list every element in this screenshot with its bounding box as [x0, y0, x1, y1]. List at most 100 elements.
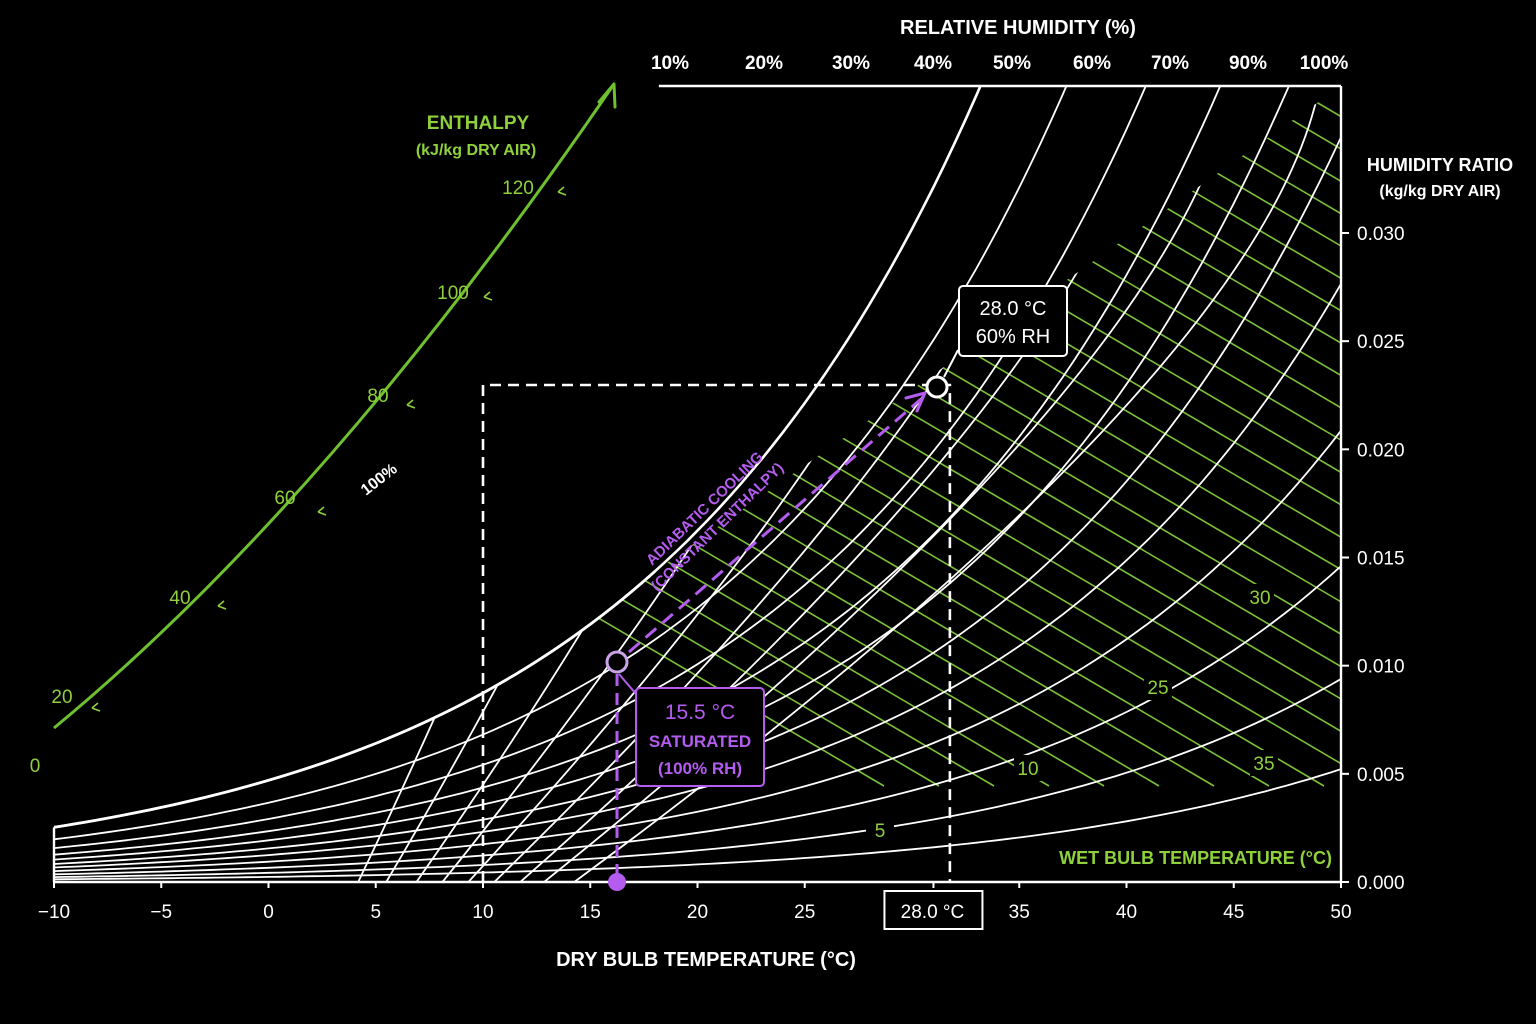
rh-curve-0 [54, 86, 982, 829]
rh-curve-9 [54, 677, 1341, 878]
x-tick-label: 15 [580, 902, 601, 923]
point-1-label-temp: 28.0 °C [980, 298, 1047, 320]
point-1-label-rh: 60% RH [976, 326, 1050, 348]
wet-bulb-label-bg [866, 817, 894, 843]
rh-top-curve [493, 86, 1235, 882]
rh-top-label: 70% [1151, 53, 1189, 74]
enthalpy-line-diag [408, 86, 1341, 787]
humidity-ratio-title: HUMIDITY RATIO [1367, 155, 1513, 175]
x-tick-label: −10 [38, 902, 70, 923]
x-tick-highlight-box [883, 890, 984, 930]
state-point-1-marker [925, 375, 949, 399]
rh-top-curve [473, 86, 1156, 882]
rh-curve-10 [54, 768, 1341, 881]
enthalpy-line-diag [1123, 86, 1341, 787]
point-2-label-box: 15.5 °C SATURATED (100% RH) [635, 687, 765, 787]
rh-top-label: 50% [993, 53, 1031, 74]
rh-top-label: 10% [651, 53, 689, 74]
x-tick-label: 10 [472, 902, 493, 923]
wet-bulb-label-bg [1250, 750, 1278, 776]
wet-bulb-label: 5 [875, 821, 886, 842]
enthalpy-label: 20 [51, 687, 72, 708]
rh-top-label: 90% [1229, 53, 1267, 74]
x-tick-label: 40 [1116, 902, 1137, 923]
enthalpy-line-diag [1013, 86, 1341, 787]
enthalpy-tick [217, 600, 227, 610]
point-2-label-rh: (100% RH) [658, 759, 742, 778]
enthalpy-line-diag [54, 86, 995, 787]
point-2-label-temp: 15.5 °C [665, 701, 735, 724]
enthalpy-title: ENTHALPY [427, 113, 530, 134]
rh-top-label: 20% [745, 53, 783, 74]
y-tick-label: 0.030 [1357, 224, 1405, 245]
x-tick-label: 28.0 °C [901, 902, 965, 923]
enthalpy-label: 0 [30, 756, 41, 777]
wet-bulb-label-bg [1246, 584, 1274, 610]
state-point-2-marker [605, 650, 629, 674]
axis-layer: −10 −5 0 5 10 15 20 25 28.0 °C 35 40 45 500.0000.005… [30, 53, 1405, 930]
y-tick-label: 0.010 [1357, 657, 1405, 678]
y-tick-label: 0.000 [1357, 873, 1405, 894]
relative-humidity-title: RELATIVE HUMIDITY (%) [900, 17, 1136, 39]
wet-bulb-label-bg [1014, 755, 1042, 781]
wet-bulb-title-bg [1040, 842, 1336, 872]
rh-top-curve [338, 86, 660, 882]
rh-top-label: 30% [832, 53, 870, 74]
rh-top-label: 60% [1073, 53, 1111, 74]
enthalpy-axis-curve [53, 83, 616, 730]
wet-bulb-title: WET BULB TEMPERATURE (°C) [1059, 848, 1332, 868]
y-tick-label: 0.020 [1357, 440, 1405, 461]
process-line [628, 397, 922, 654]
x-tick-label: 25 [794, 902, 815, 923]
enthalpy-tick [406, 399, 416, 409]
x-tick-label: 45 [1223, 902, 1244, 923]
point-2-label-status: SATURATED [649, 732, 751, 751]
enthalpy-line-diag [54, 86, 940, 787]
rh-top-curve [361, 86, 744, 882]
point-1-leader [943, 349, 959, 378]
rh-curve-7 [54, 429, 1341, 872]
enthalpy-line-diag [54, 86, 1215, 787]
humidity-ratio-unit: (kg/kg DRY AIR) [1379, 183, 1500, 200]
rh-curve-1 [54, 86, 1068, 841]
wet-bulb-label: 30 [1249, 588, 1270, 609]
enthalpy-tick [91, 702, 101, 712]
enthalpy-label: 60 [274, 488, 295, 509]
enthalpy-line-diag [243, 86, 1341, 787]
y-tick-label: 0.025 [1357, 332, 1405, 353]
saturation-label-bg [350, 446, 410, 504]
enthalpy-tick [317, 506, 327, 516]
rh-top-curve [409, 86, 911, 882]
x-tick-label: −5 [150, 902, 172, 923]
enthalpy-label: 40 [169, 588, 190, 609]
wet-bulb-label: 10 [1017, 759, 1038, 780]
enthalpy-label: 80 [367, 386, 388, 407]
process-end-marker [608, 873, 626, 891]
x-tick-label: 5 [370, 902, 381, 923]
enthalpy-unit: (kJ/kg DRY AIR) [416, 142, 536, 159]
x-axis-title: DRY BULB TEMPERATURE (°C) [556, 949, 856, 971]
enthalpy-tick [483, 291, 493, 301]
x-tick-label: 0 [263, 902, 274, 923]
enthalpy-axis-arrow [597, 82, 617, 109]
wet-bulb-label-bg [1144, 674, 1172, 700]
point-1-label-box: 28.0 °C 60% RH [958, 285, 1068, 357]
enthalpy-line-diag [54, 86, 885, 787]
enthalpy-line-diag [54, 86, 1160, 787]
enthalpy-line-diag [54, 86, 1105, 787]
enthalpy-line-diag [78, 86, 1270, 787]
enthalpy-label: 120 [502, 178, 534, 199]
x-tick-label: 20 [687, 902, 708, 923]
rh-top-curve [519, 86, 1321, 882]
x-tick-label: 50 [1330, 902, 1351, 923]
rh-curve-2 [54, 86, 1147, 849]
wet-bulb-label: 35 [1253, 754, 1274, 775]
rh-top-label: 100% [1300, 53, 1349, 74]
rh-top-label: 40% [914, 53, 952, 74]
annotation-layer [481, 349, 959, 891]
x-tick-label: 35 [1009, 902, 1030, 923]
enthalpy-line-diag [1509, 86, 1536, 786]
y-tick-label: 0.005 [1357, 765, 1405, 786]
enthalpy-line-diag [1068, 86, 1341, 787]
enthalpy-label: 100 [437, 283, 469, 304]
